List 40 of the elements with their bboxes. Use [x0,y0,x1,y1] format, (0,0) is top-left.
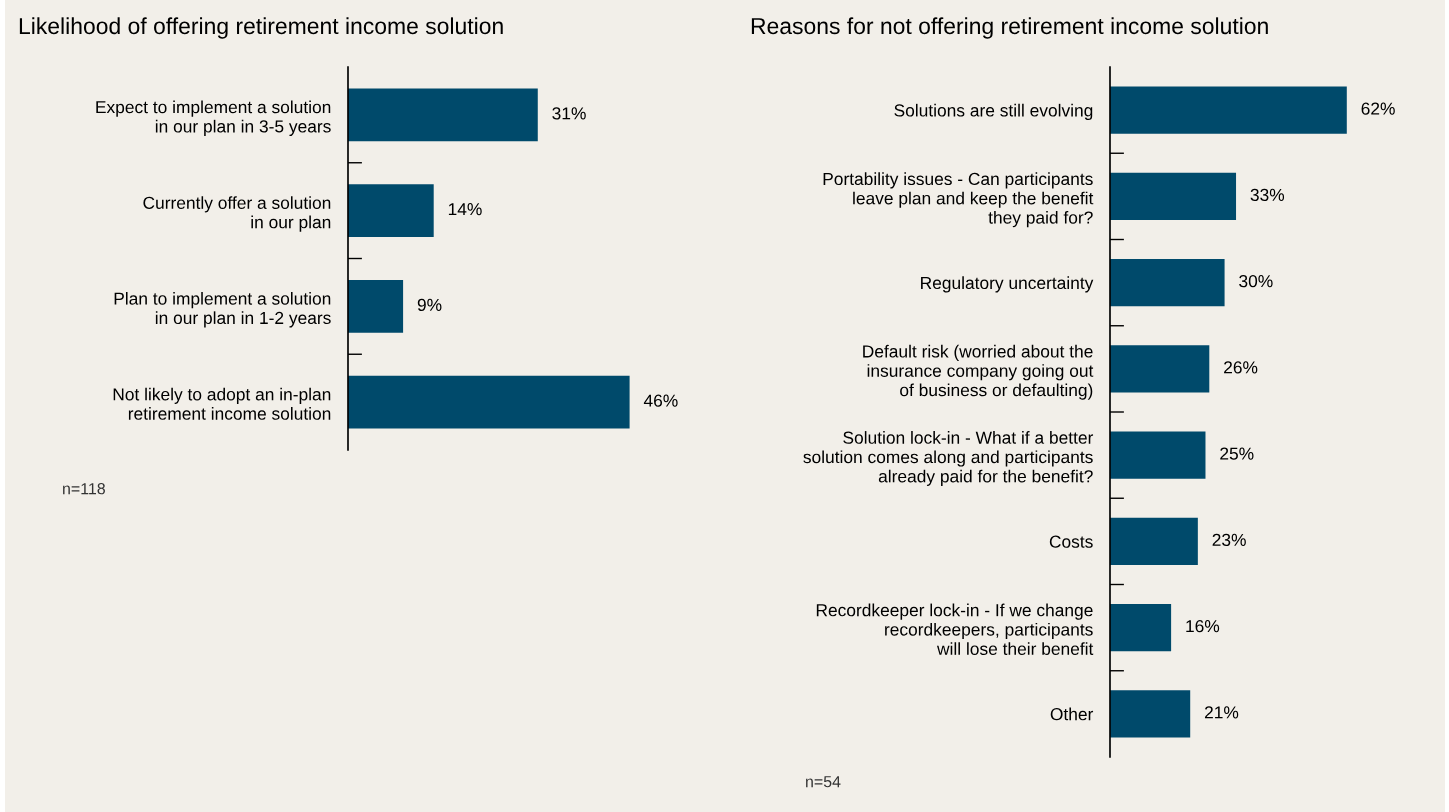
y-tick-label: Other [1050,707,1094,721]
y-tick-label: Solution lock-in - What if a better solution comes along and participants already paid for the benefit? [803,431,1094,486]
bar [1110,431,1206,479]
text: n=54 [806,776,841,788]
data-label: 25% [1220,447,1254,460]
data-label: 23% [1212,533,1246,547]
data-label: 21% [1204,706,1239,719]
y-tick-label: Default risk (worried about the insurance company going out of business or defaulting) [863,344,1094,400]
chart-title: Likelihood of offering retirement income solution [19,17,503,39]
y-tick-label: Not likely to adopt an in-plan retirement income solution [113,387,331,420]
bar [1110,603,1172,652]
bar [1110,690,1191,738]
text: n=118 [63,482,105,495]
y-tick-label: Currently offer a solution in our plan [143,196,331,232]
bar [1110,517,1198,566]
data-label: 30% [1239,274,1273,288]
y-tick-label: Solutions are still evolving [894,103,1093,121]
bar [348,280,404,333]
bar [348,88,538,142]
y-tick-label: Recordkeeper lock-in - If we change recordkeepers, participants will lose their benefit [816,603,1094,655]
data-label: 62% [1361,102,1395,115]
data-label: 26% [1224,361,1258,374]
y-tick-label: Plan to implement a solution in our plan in 1-2 years [114,291,331,328]
y-tick-label: Costs [1049,535,1093,548]
chart-title: Reasons for not offering retirement income solution [751,17,1268,39]
data-label: 16% [1186,619,1220,633]
y-tick-label: Portability issues - Can participants leave plan and keep the benefit they paid for? [823,172,1094,228]
bar [348,184,434,237]
y-tick-label: Regulatory uncertainty [921,276,1094,293]
y-tick-label: Expect to implement a solution in our plan in 3-5 years [96,100,331,137]
data-label: 33% [1250,188,1285,202]
data-label: 14% [448,203,482,216]
bar [1110,86,1347,134]
bar [348,375,630,429]
data-label: 9% [417,298,442,312]
bar [1110,345,1210,393]
data-label: 46% [643,394,678,407]
bar [1110,172,1237,221]
bar [1110,258,1225,307]
data-label: 31% [552,107,586,120]
